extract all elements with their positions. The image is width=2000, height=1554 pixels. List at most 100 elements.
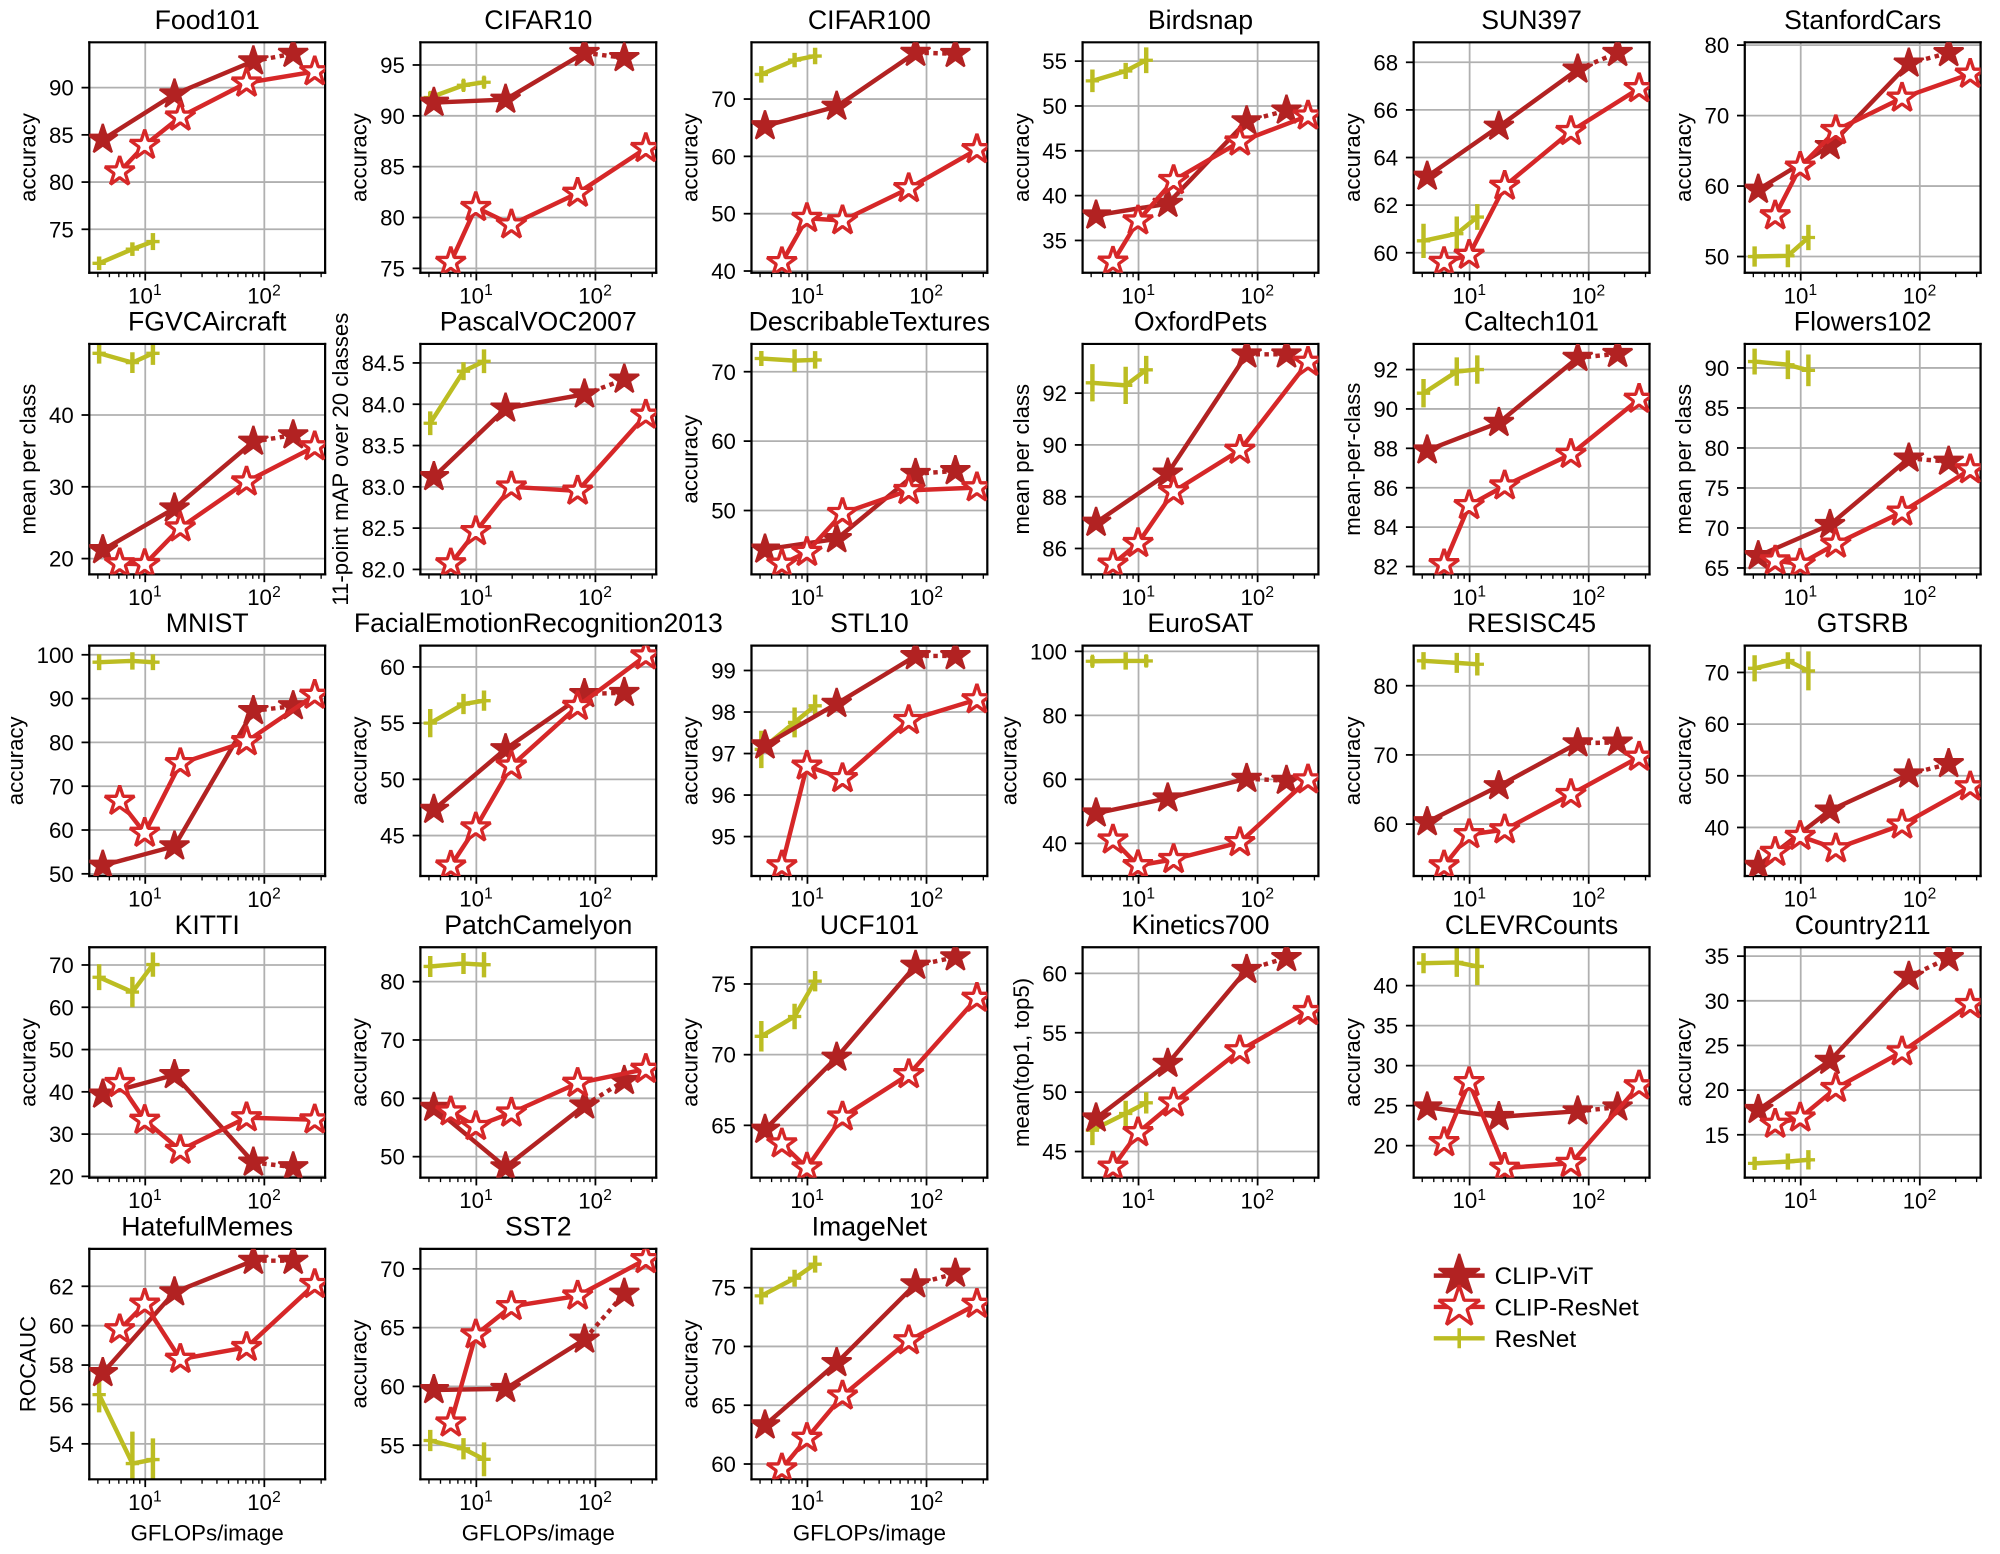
- svg-text:60: 60: [711, 144, 736, 169]
- svg-text:accuracy: accuracy: [347, 1017, 372, 1107]
- svg-text:GFLOPs/image: GFLOPs/image: [131, 1521, 284, 1546]
- svg-text:95: 95: [711, 825, 736, 850]
- svg-text:accuracy: accuracy: [1671, 1017, 1696, 1107]
- svg-text:SST2: SST2: [505, 1212, 572, 1242]
- svg-text:1 0 1: 1 0 1: [1453, 573, 1488, 613]
- svg-text:60: 60: [711, 1452, 736, 1477]
- svg-text:64: 64: [1373, 146, 1398, 171]
- svg-text:60: 60: [1705, 712, 1730, 737]
- svg-text:50: 50: [49, 1038, 74, 1063]
- svg-text:70: 70: [1705, 104, 1730, 129]
- svg-text:1 0 1: 1 0 1: [790, 1176, 825, 1216]
- svg-text:1 0 1: 1 0 1: [1121, 271, 1156, 311]
- svg-text:Kinetics700: Kinetics700: [1132, 910, 1270, 940]
- svg-text:88: 88: [1373, 436, 1398, 461]
- svg-text:20: 20: [49, 547, 74, 572]
- svg-text:UCF101: UCF101: [820, 910, 919, 940]
- svg-text:1 0 1: 1 0 1: [459, 1176, 494, 1216]
- svg-text:70: 70: [49, 953, 74, 978]
- svg-text:55: 55: [1042, 49, 1067, 74]
- svg-text:60: 60: [711, 429, 736, 454]
- svg-text:70: 70: [380, 1028, 405, 1053]
- svg-text:Food101: Food101: [155, 5, 260, 35]
- svg-text:75: 75: [1705, 476, 1730, 501]
- svg-text:1 0 1: 1 0 1: [790, 573, 825, 613]
- svg-text:92: 92: [1042, 381, 1067, 406]
- svg-text:1 0 1: 1 0 1: [459, 573, 494, 613]
- svg-text:accuracy: accuracy: [16, 1017, 41, 1107]
- svg-text:90: 90: [1042, 433, 1067, 458]
- svg-text:accuracy: accuracy: [3, 715, 28, 805]
- svg-text:1 0 2: 1 0 2: [1241, 1176, 1276, 1216]
- svg-text:40: 40: [1042, 831, 1067, 856]
- svg-text:RESISC45: RESISC45: [1467, 608, 1596, 638]
- svg-text:62: 62: [49, 1274, 74, 1299]
- svg-text:1 0 2: 1 0 2: [247, 271, 282, 311]
- svg-text:1 0 2: 1 0 2: [247, 875, 282, 915]
- svg-text:1 0 2: 1 0 2: [247, 1478, 282, 1518]
- svg-text:1 0 1: 1 0 1: [128, 271, 163, 311]
- svg-text:1 0 1: 1 0 1: [128, 1478, 163, 1518]
- svg-text:1 0 1: 1 0 1: [790, 875, 825, 915]
- svg-text:1 0 2: 1 0 2: [1241, 271, 1276, 311]
- svg-text:1 0 1: 1 0 1: [1784, 573, 1819, 613]
- svg-text:62: 62: [1373, 193, 1398, 218]
- svg-text:70: 70: [1705, 661, 1730, 686]
- svg-text:100: 100: [37, 643, 74, 668]
- svg-text:accuracy: accuracy: [347, 112, 372, 202]
- svg-text:75: 75: [711, 972, 736, 997]
- svg-text:accuracy: accuracy: [1340, 715, 1365, 805]
- svg-text:84.5: 84.5: [362, 351, 405, 376]
- svg-text:1 0 2: 1 0 2: [578, 271, 613, 311]
- svg-text:40: 40: [49, 403, 74, 428]
- svg-text:70: 70: [711, 1334, 736, 1359]
- svg-text:55: 55: [380, 711, 405, 736]
- svg-text:25: 25: [1705, 1034, 1730, 1059]
- svg-text:96: 96: [711, 783, 736, 808]
- svg-text:80: 80: [380, 970, 405, 995]
- svg-text:PatchCamelyon: PatchCamelyon: [444, 910, 632, 940]
- svg-text:90: 90: [1373, 397, 1398, 422]
- svg-text:CLIP-ResNet: CLIP-ResNet: [1495, 1295, 1639, 1322]
- svg-text:80: 80: [1705, 436, 1730, 461]
- svg-text:50: 50: [711, 202, 736, 227]
- svg-text:1 0 2: 1 0 2: [1903, 1176, 1938, 1216]
- svg-text:1 0 2: 1 0 2: [909, 875, 944, 915]
- svg-text:1 0 1: 1 0 1: [459, 875, 494, 915]
- svg-text:CIFAR100: CIFAR100: [808, 5, 931, 35]
- svg-text:1 0 1: 1 0 1: [459, 1478, 494, 1518]
- svg-text:80: 80: [1705, 33, 1730, 58]
- svg-text:mean-per-class: mean-per-class: [1340, 383, 1365, 536]
- svg-text:1 0 1: 1 0 1: [790, 1478, 825, 1518]
- svg-text:60: 60: [380, 1374, 405, 1399]
- svg-text:GFLOPs/image: GFLOPs/image: [793, 1521, 946, 1546]
- svg-text:92: 92: [1373, 358, 1398, 383]
- svg-text:70: 70: [1373, 743, 1398, 768]
- svg-text:20: 20: [1705, 1078, 1730, 1103]
- svg-text:accuracy: accuracy: [678, 112, 703, 202]
- svg-text:accuracy: accuracy: [347, 715, 372, 805]
- svg-text:accuracy: accuracy: [678, 1319, 703, 1409]
- svg-text:60: 60: [1373, 812, 1398, 837]
- svg-text:1 0 1: 1 0 1: [1453, 1176, 1488, 1216]
- svg-text:60: 60: [380, 655, 405, 680]
- svg-text:50: 50: [1705, 764, 1730, 789]
- svg-text:1 0 2: 1 0 2: [909, 1176, 944, 1216]
- svg-text:60: 60: [49, 818, 74, 843]
- svg-text:Country211: Country211: [1795, 910, 1931, 940]
- svg-text:60: 60: [1705, 174, 1730, 199]
- svg-text:accuracy: accuracy: [678, 414, 703, 504]
- svg-text:70: 70: [49, 774, 74, 799]
- svg-text:accuracy: accuracy: [678, 1017, 703, 1107]
- svg-text:66: 66: [1373, 98, 1398, 123]
- svg-text:1 0 1: 1 0 1: [128, 1176, 163, 1216]
- svg-text:65: 65: [380, 1316, 405, 1341]
- svg-text:84: 84: [1373, 515, 1398, 540]
- svg-text:STL10: STL10: [830, 608, 909, 638]
- svg-text:mean per class: mean per class: [16, 384, 41, 535]
- svg-text:83.5: 83.5: [362, 434, 405, 459]
- svg-text:35: 35: [1042, 229, 1067, 254]
- svg-text:1 0 1: 1 0 1: [1784, 1176, 1819, 1216]
- svg-text:85: 85: [49, 123, 74, 148]
- svg-text:90: 90: [49, 76, 74, 101]
